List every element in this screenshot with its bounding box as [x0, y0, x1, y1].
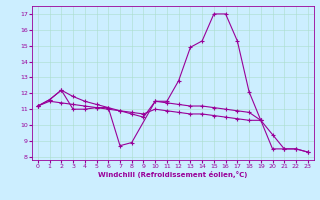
X-axis label: Windchill (Refroidissement éolien,°C): Windchill (Refroidissement éolien,°C) — [98, 171, 247, 178]
